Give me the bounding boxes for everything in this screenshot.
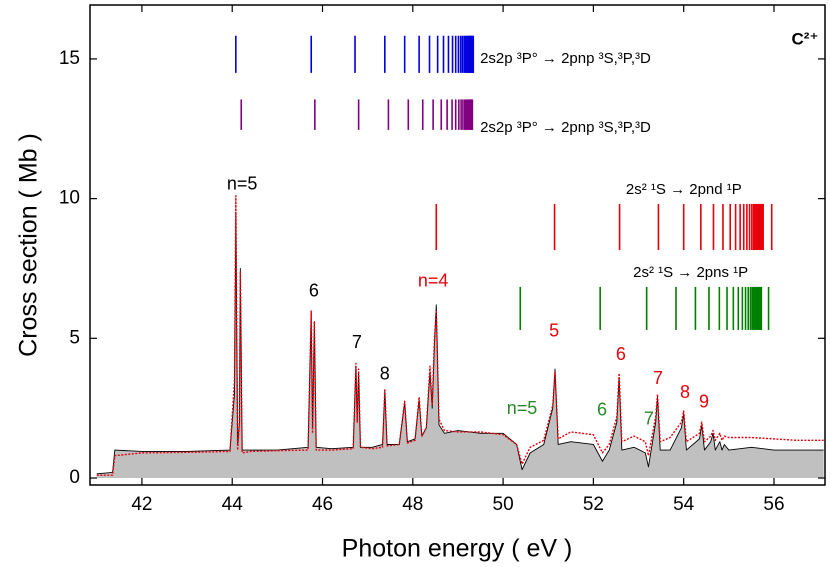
y-tick-label: 5 [69,327,80,348]
annotation: 8 [680,382,690,402]
annotation: 6 [597,400,607,420]
x-tick-label: 56 [763,494,784,515]
x-tick-label: 48 [402,494,423,515]
chart-title: C²⁺ [792,29,819,48]
series-label: 2s2p ³P° → 2pnp ³S,³P,³D [480,119,651,136]
x-tick-label: 52 [583,494,604,515]
x-tick-label: 44 [222,494,244,515]
series-label: 2s² ¹S → 2pnd ¹P [626,181,742,198]
series-label: 2s2p ³P° → 2pnp ³S,³P,³D [480,50,651,67]
x-tick-label: 50 [493,494,514,515]
annotation: 5 [549,321,559,341]
y-tick-label: 15 [59,48,80,69]
x-tick-label: 54 [673,494,695,515]
y-axis-title: Cross section ( Mb ) [15,133,43,357]
line [96,212,824,475]
plot-frame [89,4,826,486]
x-axis-title: Photon energy ( eV ) [342,535,573,563]
annotation: n=4 [418,271,449,291]
annotation: 7 [653,368,663,388]
line [96,195,824,476]
annotation: 9 [699,392,709,412]
y-tick-label: 10 [59,188,80,209]
annotation: 7 [352,332,362,352]
annotation: n=5 [507,398,538,418]
x-tick-label: 42 [131,494,152,515]
x-tick-label: 46 [312,494,333,515]
plot-area [96,35,824,479]
annotation: n=5 [227,174,258,194]
annotation: 6 [616,344,626,364]
annotation: 7 [644,409,654,429]
y-tick-label: 0 [69,467,80,488]
annotation: 8 [380,364,390,384]
series-label: 2s² ¹S → 2pns ¹P [633,264,748,281]
annotation: 6 [309,281,319,301]
